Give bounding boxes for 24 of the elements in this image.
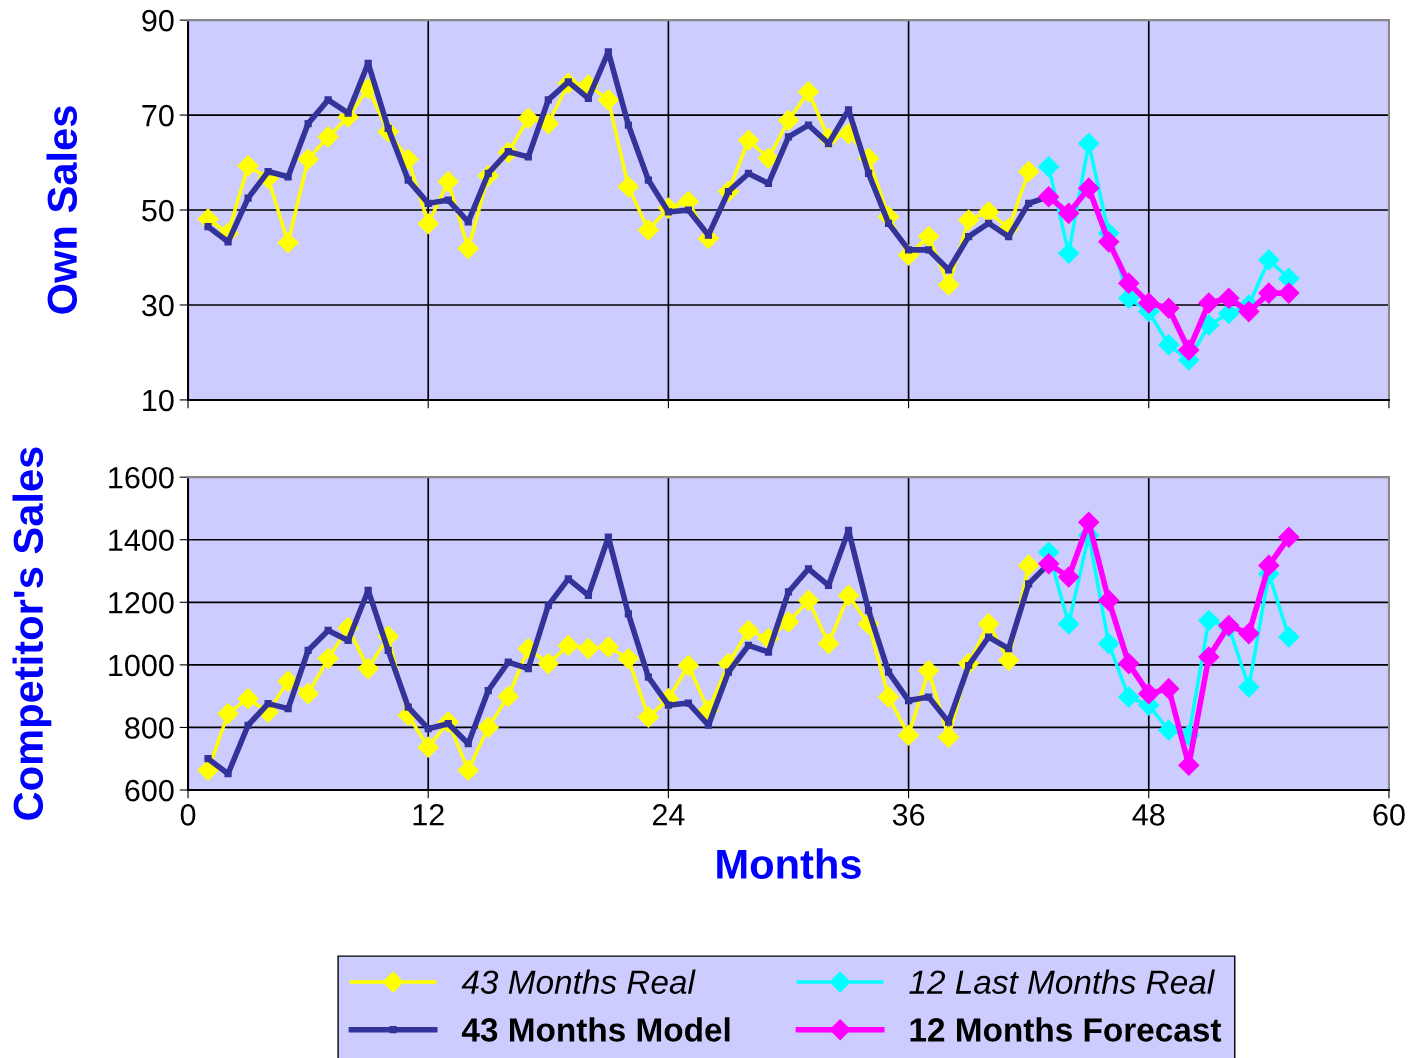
y-axis-title: Competitor's Sales	[12, 447, 52, 820]
x-tick-label: 36	[892, 804, 925, 826]
y-tick-label: 10	[143, 389, 174, 412]
y-tick-label: 1400	[109, 529, 174, 552]
y-tick-label: 1600	[109, 466, 174, 489]
x-tick-label: 0	[180, 804, 196, 826]
x-tick-label: 48	[1132, 804, 1165, 826]
y-tick-label: 90	[142, 9, 174, 32]
y-tick-label: 1000	[109, 654, 174, 677]
y-tick-label: 1200	[109, 592, 174, 614]
x-axis-title: Months	[717, 848, 861, 879]
y-tick-label: 600	[125, 779, 174, 802]
x-tick-label: 12	[413, 804, 444, 826]
y-tick-label: 50	[142, 199, 174, 222]
y-tick-label: 30	[142, 294, 174, 317]
x-tick-label: 60	[1373, 804, 1405, 826]
y-axis-title: Own Sales	[46, 106, 78, 314]
y-tick-label: 800	[125, 717, 174, 739]
legend-label: 12 Months Forecast	[910, 1017, 1222, 1042]
x-tick-label: 24	[652, 804, 685, 826]
legend-label: 43 Months Model	[461, 1017, 730, 1042]
y-tick-label: 70	[142, 104, 174, 127]
legend-label: 43 Months Real	[461, 969, 696, 994]
legend-label: 12 Last Months Real	[909, 969, 1215, 994]
